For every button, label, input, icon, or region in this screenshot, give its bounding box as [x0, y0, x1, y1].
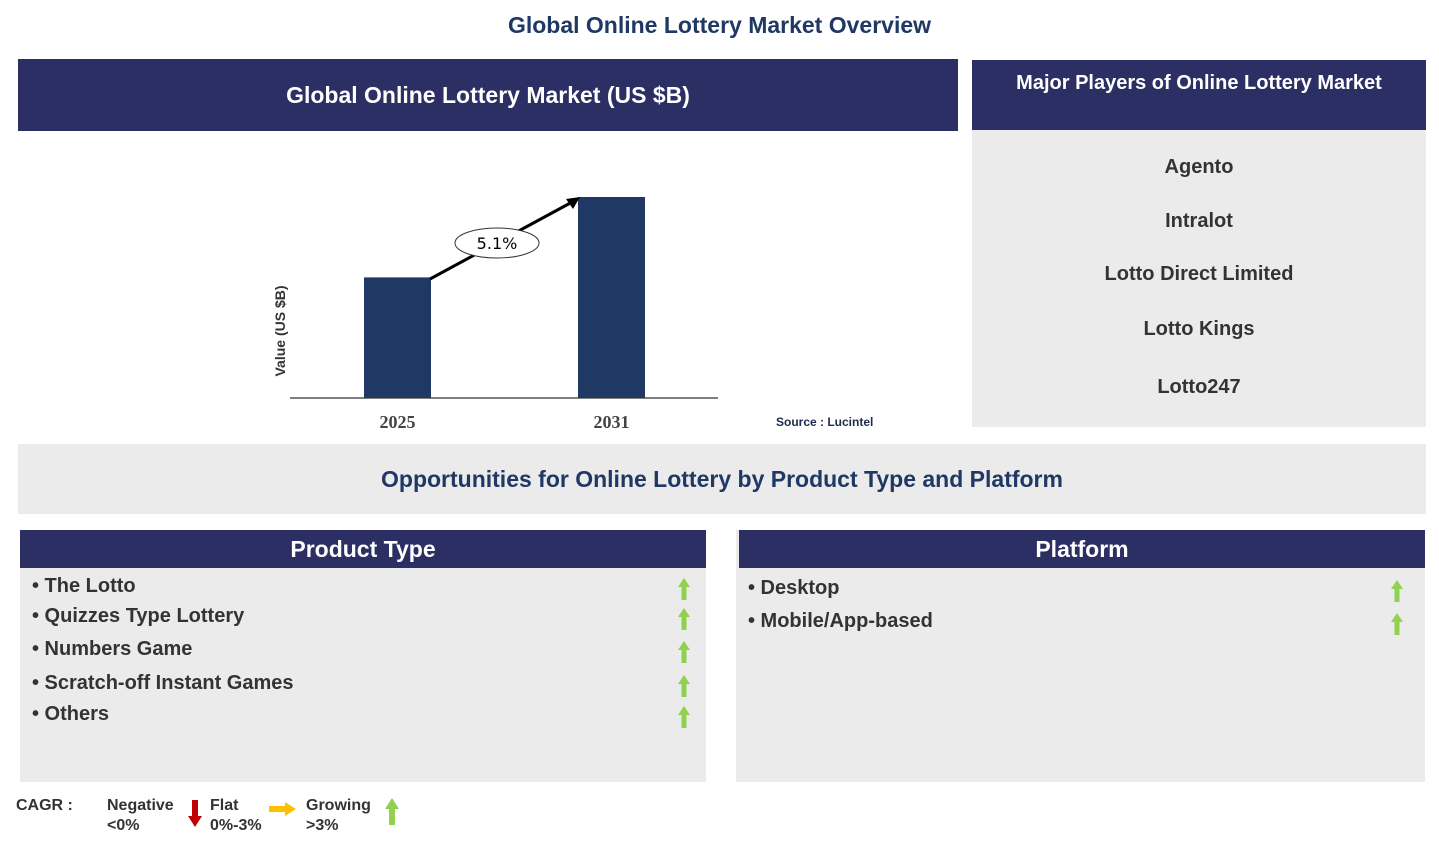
bar-2031 [578, 197, 645, 398]
arrow-up-icon [678, 578, 690, 600]
source-label: Source : Lucintel [776, 415, 873, 429]
player-item: Lotto Kings [1143, 318, 1255, 340]
y-axis-label: Value (US $B) [272, 285, 288, 376]
bar-chart: Value (US $B) 2025 2031 5.1% Source : Luc… [272, 197, 873, 432]
platform-panel: Platform • Desktop • Mobile/App-based [736, 530, 1425, 782]
list-item: • Numbers Game [32, 638, 193, 660]
players-header: Major Players of Online Lottery Market [972, 60, 1426, 130]
list-item: • The Lotto [32, 575, 136, 597]
x-tick-label: 2031 [594, 412, 630, 432]
legend-flat-range: 0%-3% [210, 817, 262, 834]
arrow-up-icon [1391, 580, 1403, 602]
product-type-panel: Product Type • The Lotto • Quizzes Type L… [20, 530, 706, 782]
list-item: • Quizzes Type Lottery [32, 605, 245, 627]
list-item: • Desktop [748, 577, 840, 599]
arrow-up-icon [678, 641, 690, 663]
player-item: Lotto Direct Limited [1104, 263, 1294, 285]
bar-2025 [364, 277, 431, 398]
platform-header: Platform [739, 530, 1425, 568]
legend-growing-range: >3% [306, 817, 339, 834]
player-item: Lotto247 [1157, 376, 1241, 398]
legend-flat-label: Flat [210, 797, 239, 814]
arrow-up-icon [385, 798, 399, 825]
legend-negative-label: Negative [107, 797, 174, 814]
legend-growing: Growing >3% [306, 796, 371, 836]
chart-header: Global Online Lottery Market (US $B) [18, 59, 958, 131]
legend-growing-label: Growing [306, 797, 371, 814]
players-list: Agento Intralot Lotto Direct Limited Lot… [972, 130, 1426, 427]
list-item: • Others [32, 703, 110, 725]
arrow-down-icon [188, 800, 202, 827]
list-item: • Mobile/App-based [748, 610, 933, 632]
legend-label: CAGR : [16, 797, 73, 814]
arrow-up-icon [1391, 613, 1403, 635]
arrow-up-icon [678, 608, 690, 630]
growth-arrow-head [566, 197, 580, 209]
legend-negative-range: <0% [107, 817, 140, 834]
opportunities-header: Opportunities for Online Lottery by Prod… [18, 444, 1426, 514]
player-item: Intralot [1165, 210, 1233, 232]
legend-flat: Flat 0%-3% [210, 796, 262, 836]
product-type-header: Product Type [20, 530, 706, 568]
cagr-bubble [454, 227, 540, 259]
arrow-up-icon [678, 706, 690, 728]
list-item: • Scratch-off Instant Games [32, 672, 294, 694]
page-title: Global Online Lottery Market Overview [507, 12, 932, 38]
arrow-right-icon [269, 802, 296, 816]
legend-negative: Negative <0% [107, 796, 174, 836]
player-item: Agento [1164, 156, 1234, 178]
arrow-up-icon [678, 675, 690, 697]
cagr-label: 5.1% [477, 234, 518, 253]
x-tick-label: 2025 [380, 412, 416, 432]
